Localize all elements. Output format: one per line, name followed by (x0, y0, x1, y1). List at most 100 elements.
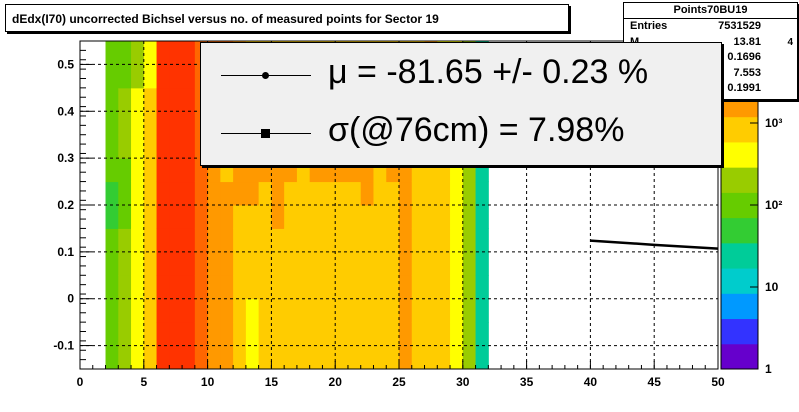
heatmap-cell (245, 228, 260, 253)
heatmap-cell (233, 275, 247, 300)
x-tick-label: 15 (265, 375, 279, 389)
colorbar-swatch (721, 268, 758, 294)
heatmap-cell (360, 181, 374, 206)
heatmap-cell (309, 205, 323, 229)
heatmap-cell (462, 345, 477, 370)
legend-entry-mean: μ = -81.65 +/- 0.23 % (201, 47, 721, 103)
heatmap-cell (143, 228, 158, 253)
colorbar-swatch (721, 116, 758, 143)
heatmap-cell (131, 41, 145, 65)
heatmap-cell (399, 205, 413, 229)
heatmap-cell (245, 322, 260, 347)
heatmap-cell (271, 322, 285, 347)
heatmap-cell (437, 275, 451, 300)
heatmap-cell (424, 298, 438, 323)
heatmap-cell (437, 205, 451, 229)
heatmap-cell (194, 298, 209, 323)
heatmap-cell (322, 228, 336, 253)
heatmap-cell (182, 181, 196, 206)
heatmap-cell (411, 181, 426, 206)
heatmap-cell (284, 181, 298, 206)
heatmap-cell (258, 298, 272, 323)
heatmap-cell (424, 275, 438, 300)
heatmap-cell (284, 205, 298, 229)
heatmap-cell (258, 181, 272, 206)
heatmap-cell (475, 251, 489, 276)
heatmap-cell (207, 345, 221, 370)
heatmap-cell (475, 322, 489, 347)
heatmap-cell (399, 275, 413, 300)
heatmap-cell (335, 181, 349, 206)
heatmap-cell (105, 275, 119, 300)
heatmap-cell (322, 205, 336, 229)
heatmap-cell (156, 158, 170, 183)
circle-marker-icon (262, 72, 269, 79)
heatmap-cell (424, 228, 438, 253)
heatmap-cell (245, 181, 260, 206)
heatmap-cell (169, 87, 183, 112)
heatmap-cell (271, 298, 285, 323)
heatmap-cell (156, 41, 170, 65)
heatmap-cell (437, 228, 451, 253)
heatmap-cell (105, 134, 119, 159)
heatmap-cell (309, 275, 323, 300)
heatmap-cell (105, 41, 119, 65)
heatmap-cell (309, 345, 323, 370)
heatmap-cell (131, 298, 145, 323)
heatmap-cell (424, 205, 438, 229)
heatmap-cell (373, 322, 387, 347)
heatmap-cell (347, 228, 362, 253)
heatmap-cell (322, 275, 336, 300)
heatmap-cell (220, 181, 234, 206)
heatmap-cell (105, 64, 119, 89)
heatmap-cell (258, 228, 272, 253)
heatmap-cell (322, 345, 336, 370)
colorbar-tick-label: 1 (765, 362, 772, 376)
stats-value: 0.1991 (727, 82, 761, 94)
heatmap-cell (411, 251, 426, 276)
heatmap-cell (156, 134, 170, 159)
x-tick-label: 5 (140, 375, 147, 389)
heatmap-cell (169, 345, 183, 370)
heatmap-cell (220, 228, 234, 253)
heatmap-cell (386, 298, 400, 323)
heatmap-cell (296, 275, 311, 300)
heatmap-cell (156, 181, 170, 206)
stats-value: 7.553 (733, 66, 761, 79)
heatmap-cell (131, 251, 145, 276)
heatmap-cell (462, 322, 477, 347)
heatmap-cell (386, 228, 400, 253)
heatmap-cell (450, 298, 464, 323)
heatmap-cell (220, 345, 234, 370)
heatmap-cell (462, 251, 477, 276)
heatmap-cell (207, 298, 221, 323)
heatmap-cell (194, 228, 209, 253)
heatmap-cell (360, 251, 374, 276)
colorbar-tick-label: 10² (765, 198, 782, 212)
heatmap-cell (462, 205, 477, 229)
heatmap-cell (437, 251, 451, 276)
heatmap-cell (309, 322, 323, 347)
stats-value: 7531529 (718, 20, 761, 32)
x-tick-label: 30 (456, 375, 470, 389)
heatmap-cell (143, 41, 158, 65)
heatmap-cell (182, 298, 196, 323)
heatmap-cell (399, 298, 413, 323)
heatmap-cell (245, 275, 260, 300)
heatmap-cell (207, 205, 221, 229)
heatmap-cell (424, 251, 438, 276)
heatmap-cell (143, 87, 158, 112)
legend-entry-sigma: σ(@76cm) = 7.98% (201, 105, 721, 161)
heatmap-cell (450, 275, 464, 300)
heatmap-cell (284, 275, 298, 300)
heatmap-cell (360, 205, 374, 229)
heatmap-cell (194, 181, 209, 206)
heatmap-cell (322, 322, 336, 347)
heatmap-cell (258, 322, 272, 347)
colorbar-swatch (721, 141, 758, 168)
heatmap-cell (182, 322, 196, 347)
heatmap-cell (207, 181, 221, 206)
heatmap-cell (105, 158, 119, 183)
heatmap-cell (118, 87, 132, 112)
heatmap-cell (169, 41, 183, 65)
